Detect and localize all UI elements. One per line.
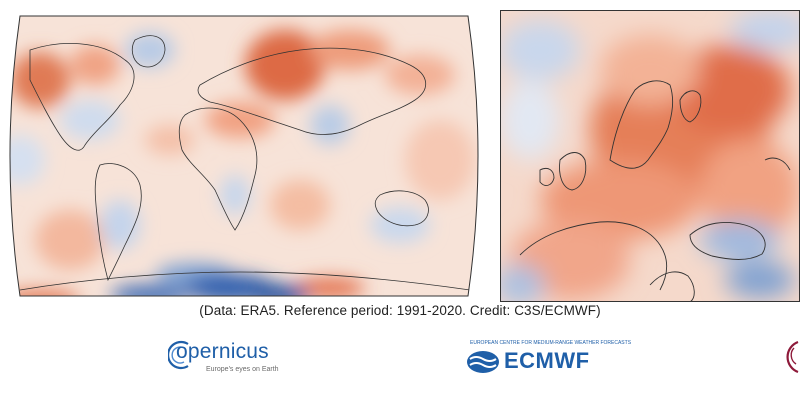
copernicus-tagline: Europe's eyes on Earth xyxy=(206,366,279,373)
ecmwf-wordmark: ECMWF xyxy=(504,348,590,373)
partner-emblem-icon xyxy=(786,340,799,374)
partner-logo xyxy=(776,334,800,378)
copernicus-wordmark: opernicus xyxy=(176,340,269,363)
data-credit-caption: (Data: ERA5. Reference period: 1991-2020… xyxy=(199,303,601,318)
ecmwf-logo: EUROPEAN CENTRE FOR MEDIUM-RANGE WEATHER… xyxy=(466,338,631,378)
ecmwf-globe-icon xyxy=(467,351,499,373)
copernicus-c-icon xyxy=(168,340,189,370)
world-temperature-anomaly-map xyxy=(9,15,479,297)
copernicus-logo: opernicus Europe's eyes on Earth xyxy=(168,336,288,380)
europe-temperature-anomaly-map xyxy=(500,10,800,302)
ecmwf-tagline: EUROPEAN CENTRE FOR MEDIUM-RANGE WEATHER… xyxy=(470,340,632,346)
